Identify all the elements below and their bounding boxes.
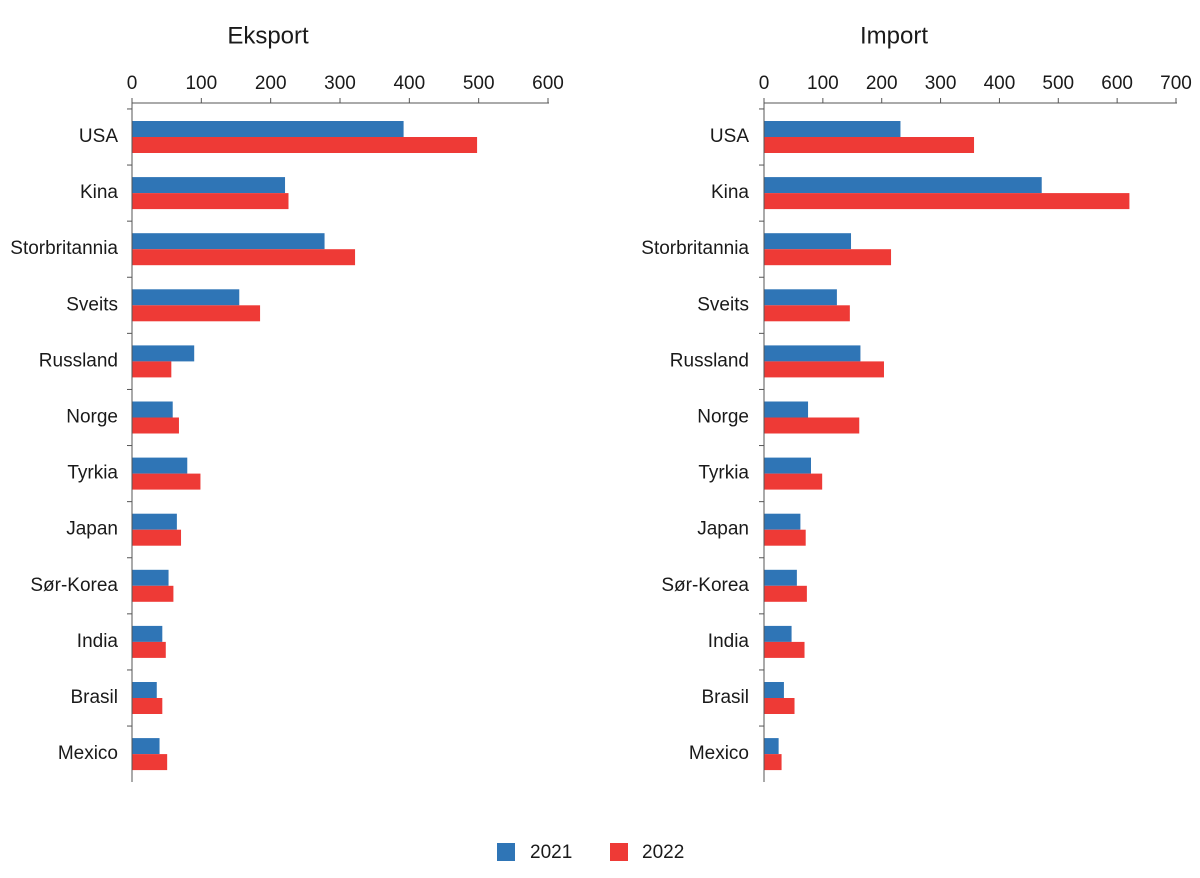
bar-import-2021	[764, 121, 901, 137]
bar-eksport-2021	[132, 738, 160, 755]
category-label-eksport: Brasil	[70, 687, 118, 708]
legend-label-2022: 2022	[642, 842, 684, 863]
category-label-import: Tyrkia	[698, 463, 749, 484]
bar-import-2022	[764, 305, 850, 322]
bar-import-2022	[764, 193, 1130, 210]
bar-import-2021	[764, 569, 797, 586]
category-label-import: USA	[710, 126, 749, 147]
bar-import-2022	[764, 361, 884, 378]
x-tick-label-import: 400	[984, 73, 1016, 94]
bar-eksport-2021	[132, 569, 169, 586]
x-tick-label-import: 500	[1042, 73, 1074, 94]
bar-eksport-2021	[132, 233, 325, 250]
bar-import-2022	[764, 698, 795, 714]
bar-import-2021	[764, 738, 779, 755]
category-label-import: Kina	[711, 182, 749, 203]
bar-import-2021	[764, 513, 801, 530]
category-label-import: Sør-Korea	[661, 575, 749, 596]
bar-import-2021	[764, 682, 784, 698]
bar-import-2021	[764, 345, 861, 362]
bar-eksport-2021	[132, 401, 173, 418]
bar-import-2022	[764, 529, 806, 546]
bar-import-2022	[764, 417, 860, 434]
x-tick-label-eksport: 300	[324, 73, 356, 94]
bar-eksport-2021	[132, 513, 177, 530]
x-tick-label-import: 200	[866, 73, 898, 94]
category-label-eksport: Kina	[80, 182, 118, 203]
bar-import-2021	[764, 457, 811, 474]
panel-import: Import 0 100 200 300 400 500 600 700 USA Kina Storb…	[641, 22, 1192, 782]
bar-eksport-2022	[132, 754, 168, 771]
category-label-import: Mexico	[689, 743, 749, 764]
bar-import-2022	[764, 754, 782, 771]
x-tick-label-import: 100	[807, 73, 839, 94]
bar-eksport-2021	[132, 289, 240, 306]
legend-label-2021: 2021	[530, 842, 572, 863]
bar-eksport-2021	[132, 457, 188, 474]
bar-import-2022	[764, 641, 805, 658]
bar-import-2022	[764, 585, 807, 602]
category-label-eksport: Mexico	[58, 743, 118, 764]
category-label-import: Brasil	[701, 687, 749, 708]
x-tick-label-import: 300	[925, 73, 957, 94]
x-tick-label-eksport: 500	[463, 73, 495, 94]
category-label-eksport: Storbritannia	[10, 238, 118, 259]
bar-eksport-2022	[132, 193, 289, 210]
category-label-import: Norge	[697, 407, 749, 428]
category-label-eksport: Russland	[39, 350, 118, 371]
legend: 2021 2022	[497, 842, 684, 863]
bar-eksport-2021	[132, 625, 163, 642]
category-label-eksport: Norge	[66, 407, 118, 428]
bar-import-2021	[764, 625, 792, 642]
category-label-eksport: Sør-Korea	[30, 575, 118, 596]
x-tick-label-eksport: 100	[185, 73, 217, 94]
bar-eksport-2021	[132, 682, 157, 698]
x-tick-label-eksport: 0	[127, 73, 138, 94]
category-label-eksport: Sveits	[66, 294, 118, 315]
x-tick-label-import: 600	[1101, 73, 1133, 94]
bar-eksport-2021	[132, 121, 404, 137]
panel-title-import: Import	[860, 22, 928, 49]
bar-import-2022	[764, 249, 892, 266]
category-label-import: Storbritannia	[641, 238, 749, 259]
x-tick-label-import: 0	[759, 73, 770, 94]
panel-eksport: Eksport 0 100 200 300 400 500 600 USA Kina Storbri…	[10, 22, 564, 782]
bar-eksport-2022	[132, 137, 478, 153]
x-tick-label-eksport: 400	[393, 73, 425, 94]
bar-eksport-2022	[132, 698, 163, 714]
x-tick-label-eksport: 600	[532, 73, 564, 94]
bar-eksport-2022	[132, 529, 182, 546]
category-label-import: Japan	[697, 519, 749, 540]
panel-title-eksport: Eksport	[227, 22, 309, 49]
bar-import-2022	[764, 137, 975, 153]
category-label-import: India	[708, 631, 750, 652]
category-label-eksport: Japan	[66, 519, 118, 540]
x-tick-label-import: 700	[1160, 73, 1192, 94]
legend-swatch-2022	[610, 843, 628, 861]
category-label-eksport: India	[77, 631, 119, 652]
bar-import-2021	[764, 233, 852, 250]
category-label-import: Sveits	[697, 294, 749, 315]
legend-swatch-2021	[497, 843, 515, 861]
bar-eksport-2022	[132, 305, 261, 322]
bar-import-2021	[764, 401, 809, 418]
category-label-import: Russland	[670, 350, 749, 371]
bar-import-2022	[764, 473, 823, 490]
bar-import-2021	[764, 177, 1042, 194]
bar-eksport-2022	[132, 473, 201, 490]
bar-eksport-2022	[132, 641, 166, 658]
bar-eksport-2021	[132, 345, 195, 362]
bar-eksport-2022	[132, 249, 356, 266]
category-label-eksport: USA	[79, 126, 118, 147]
bar-import-2021	[764, 289, 837, 306]
category-label-eksport: Tyrkia	[67, 463, 118, 484]
x-tick-label-eksport: 200	[255, 73, 287, 94]
bar-eksport-2022	[132, 585, 174, 602]
bar-eksport-2021	[132, 177, 286, 194]
bar-eksport-2022	[132, 361, 172, 378]
bar-eksport-2022	[132, 417, 179, 434]
